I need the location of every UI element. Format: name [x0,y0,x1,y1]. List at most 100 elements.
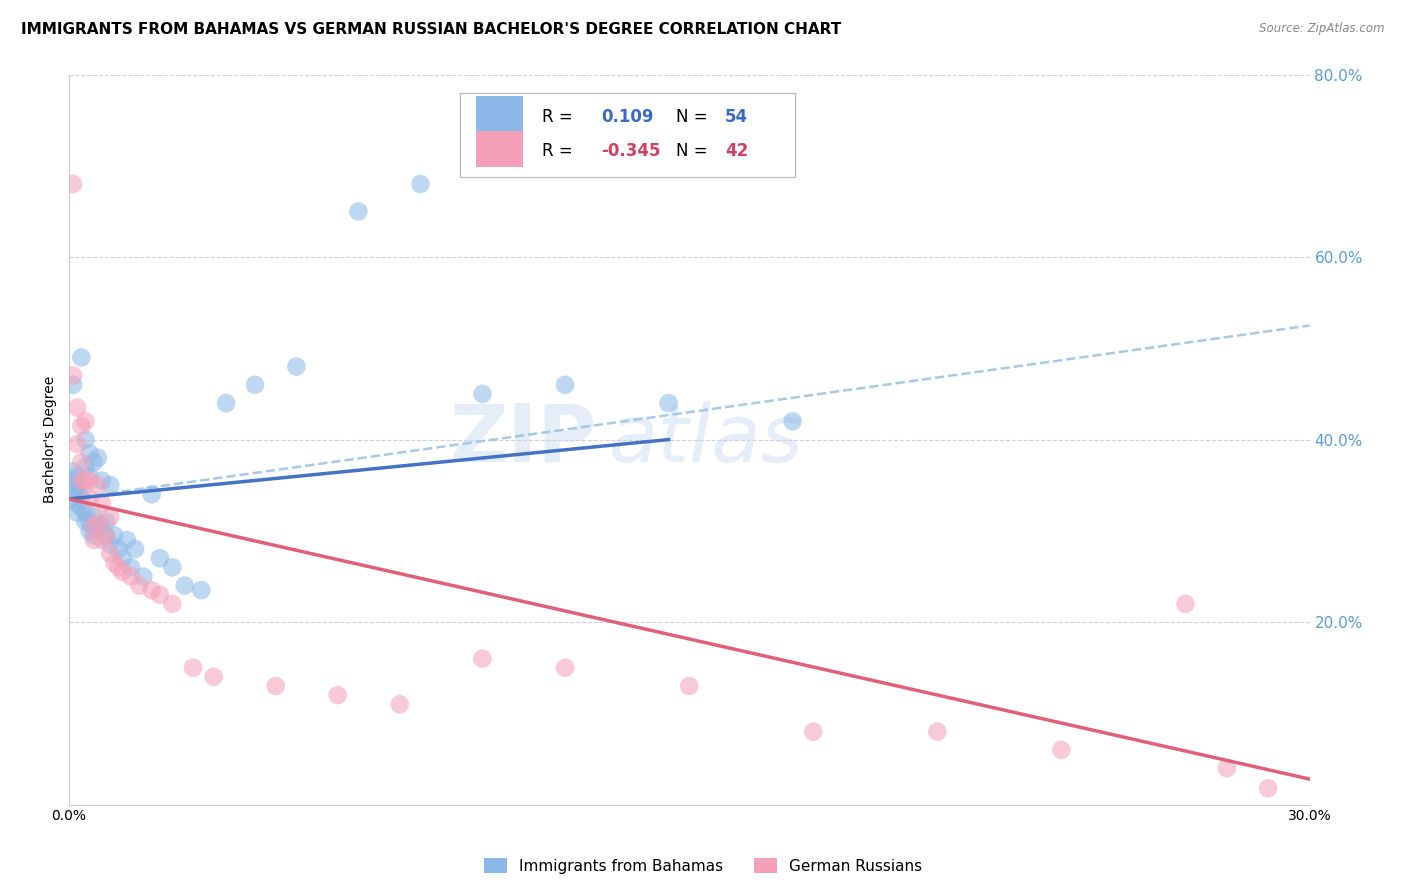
Point [62,483,84,497]
Point [75,433,97,447]
Point [62,368,84,383]
Point [66,487,89,501]
Point [128,578,150,592]
Point [98,510,121,524]
Text: ZIP: ZIP [449,401,596,479]
Point [115,533,138,547]
Point [79,446,101,460]
Point [98,537,121,551]
Point [471,651,494,665]
Point [83,455,105,469]
Y-axis label: Bachelor's Degree: Bachelor's Degree [44,376,58,503]
Text: 42: 42 [725,142,748,161]
Point [927,724,949,739]
Point [75,474,97,488]
Text: R =: R = [541,108,578,126]
Point [149,551,172,566]
Point [91,474,114,488]
Point [70,501,93,516]
Point [678,679,700,693]
Point [83,510,105,524]
Point [91,519,114,533]
Point [103,528,125,542]
Point [91,533,114,547]
Point [98,478,121,492]
Point [62,491,84,506]
Point [141,583,163,598]
Point [98,547,121,561]
Point [111,565,134,579]
Point [554,661,576,675]
Point [162,560,184,574]
Point [124,542,146,557]
Text: IMMIGRANTS FROM BAHAMAS VS GERMAN RUSSIAN BACHELOR'S DEGREE CORRELATION CHART: IMMIGRANTS FROM BAHAMAS VS GERMAN RUSSIA… [21,22,841,37]
Point [243,377,266,392]
Point [215,396,238,410]
Text: Source: ZipAtlas.com: Source: ZipAtlas.com [1260,22,1385,36]
Point [70,474,93,488]
Point [1216,761,1239,775]
Point [66,469,89,483]
Point [66,496,89,510]
Point [62,177,84,191]
Point [83,519,105,533]
Point [87,450,110,465]
Point [70,418,93,433]
Point [120,569,142,583]
Point [83,533,105,547]
Point [149,588,172,602]
Point [107,560,129,574]
Point [62,474,84,488]
Point [66,478,89,492]
FancyBboxPatch shape [475,96,523,133]
Point [91,496,114,510]
Point [347,204,370,219]
FancyBboxPatch shape [460,93,794,177]
Point [79,515,101,529]
Point [87,515,110,529]
Point [120,560,142,574]
Point [264,679,287,693]
Point [70,455,93,469]
Point [285,359,308,374]
Point [87,519,110,533]
Point [66,401,89,415]
Point [66,437,89,451]
Point [326,688,349,702]
Point [75,414,97,428]
Point [94,528,117,542]
Text: 0.109: 0.109 [602,108,654,126]
Point [103,556,125,570]
Point [1050,743,1073,757]
Point [79,469,101,483]
Text: atlas: atlas [609,401,803,479]
Text: -0.345: -0.345 [602,142,661,161]
Point [132,569,155,583]
Point [471,387,494,401]
Point [111,551,134,566]
Point [657,396,679,410]
Point [190,583,212,598]
Point [70,351,93,365]
Point [801,724,824,739]
Text: N =: N = [675,108,713,126]
Point [87,478,110,492]
Point [79,474,101,488]
Point [66,506,89,520]
Point [554,377,576,392]
Point [173,578,195,592]
Point [107,542,129,557]
Point [83,528,105,542]
Point [1257,781,1279,796]
Legend: Immigrants from Bahamas, German Russians: Immigrants from Bahamas, German Russians [478,852,928,880]
Point [70,491,93,506]
Point [75,459,97,474]
Point [62,377,84,392]
Text: N =: N = [675,142,713,161]
Point [75,506,97,520]
Point [409,177,432,191]
Point [181,661,204,675]
Point [782,414,804,428]
Point [79,524,101,538]
Point [79,491,101,506]
